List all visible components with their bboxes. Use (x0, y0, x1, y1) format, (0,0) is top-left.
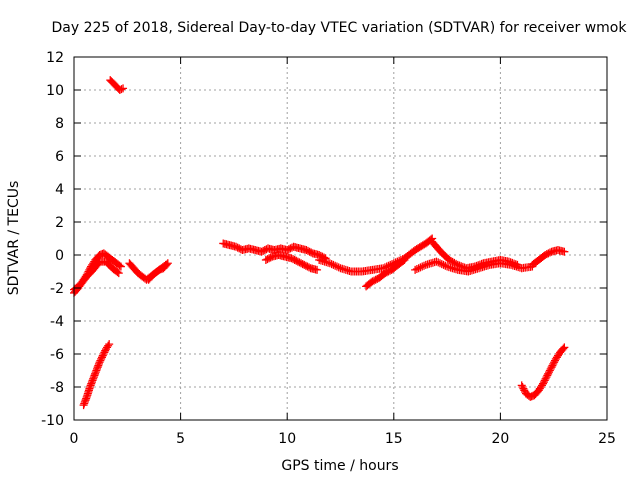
data-point-marker (457, 262, 466, 271)
data-point-marker (559, 344, 568, 353)
data-point-marker (437, 260, 446, 269)
data-point-marker (411, 265, 420, 274)
data-point-marker (104, 341, 113, 350)
data-point-marker (160, 262, 169, 270)
y-tick-label: 12 (46, 50, 64, 66)
data-point-marker (331, 261, 340, 270)
data-point-marker (445, 255, 454, 264)
data-point-marker (435, 259, 444, 268)
data-point-marker (474, 261, 483, 270)
data-point-marker (115, 261, 124, 270)
data-point-marker (161, 260, 170, 269)
data-point-marker (105, 340, 114, 349)
data-point-marker (472, 261, 481, 270)
data-point-marker (414, 264, 423, 273)
data-point-marker (560, 247, 569, 256)
x-tick-label: 10 (278, 431, 296, 447)
data-point-marker (399, 256, 408, 265)
data-point-marker (329, 260, 338, 269)
series-arc-14 (517, 343, 569, 401)
data-point-marker (420, 261, 429, 270)
y-tick-label: 10 (46, 83, 64, 99)
data-point-marker (116, 262, 125, 271)
y-tick-label: -4 (50, 314, 64, 330)
data-point-marker (332, 262, 341, 271)
data-point-marker (114, 269, 123, 278)
data-point-marker (453, 260, 462, 269)
data-point-marker (418, 262, 427, 271)
data-point-marker (313, 265, 322, 274)
y-tick-label: -8 (50, 380, 64, 396)
data-point-marker (448, 257, 457, 266)
data-point-marker (379, 264, 388, 273)
data-point-marker (434, 258, 443, 267)
series-arc-10 (362, 255, 409, 291)
data-point-marker (327, 260, 336, 269)
y-tick-label: -2 (50, 281, 64, 297)
data-point-marker (455, 261, 464, 270)
y-tick-label: 4 (55, 182, 64, 198)
data-point-marker (504, 257, 513, 266)
series-arc-3 (106, 76, 128, 94)
series-arc-8 (261, 251, 322, 274)
data-point-marker (477, 259, 486, 268)
data-point-marker (560, 343, 569, 352)
data-point-marker (452, 259, 461, 268)
x-tick-label: 20 (491, 431, 509, 447)
series-arc-9 (315, 234, 437, 276)
x-tick-label: 25 (598, 431, 616, 447)
chart-title: Day 225 of 2018, Sidereal Day-to-day VTE… (52, 20, 628, 36)
data-point-marker (470, 262, 479, 271)
grid-lines (74, 57, 607, 420)
data-point-marker (513, 260, 522, 269)
data-point-marker (119, 84, 128, 93)
series-arc-4 (79, 340, 114, 410)
data-marks (70, 76, 569, 410)
y-tick-label: -6 (50, 347, 64, 363)
data-point-marker (416, 263, 425, 272)
data-point-marker (508, 258, 517, 267)
x-tick-label: 0 (70, 431, 79, 447)
data-point-marker (439, 260, 448, 269)
data-point-marker (432, 257, 441, 266)
series-arc-7 (219, 239, 330, 263)
y-tick-label: -10 (41, 413, 64, 429)
data-point-marker (450, 258, 459, 267)
y-axis-label: SDTVAR / TECUs (6, 181, 22, 296)
data-point-marker (475, 260, 484, 269)
y-tick-label: 2 (55, 215, 64, 231)
data-point-marker (334, 263, 343, 272)
y-tick-label: 0 (55, 248, 64, 264)
data-point-marker (412, 265, 421, 274)
y-tick-label: 6 (55, 149, 64, 165)
data-point-marker (400, 255, 409, 264)
y-tick-label: 8 (55, 116, 64, 132)
series-arc-12 (428, 237, 522, 273)
data-point-marker (441, 261, 450, 270)
series-arc-2 (70, 257, 123, 294)
data-point-marker (458, 262, 467, 271)
data-point-marker (506, 258, 515, 267)
x-axis-ticks: 0 5 10 15 20 25 (70, 57, 616, 447)
series-arc-6 (144, 260, 170, 284)
data-point-marker (113, 268, 122, 277)
plot-border (73, 56, 608, 421)
y-axis-ticks: -10 -8 -6 -4 -2 0 2 4 6 8 10 12 (41, 50, 607, 429)
data-point-marker (325, 259, 334, 268)
x-tick-label: 5 (176, 431, 185, 447)
data-point-marker (446, 256, 455, 265)
x-axis-label: GPS time / hours (281, 458, 398, 474)
data-point-marker (117, 85, 126, 94)
series-arc-13 (528, 246, 569, 269)
data-point-marker (511, 260, 520, 269)
x-tick-label: 15 (385, 431, 403, 447)
data-point-marker (510, 259, 519, 268)
